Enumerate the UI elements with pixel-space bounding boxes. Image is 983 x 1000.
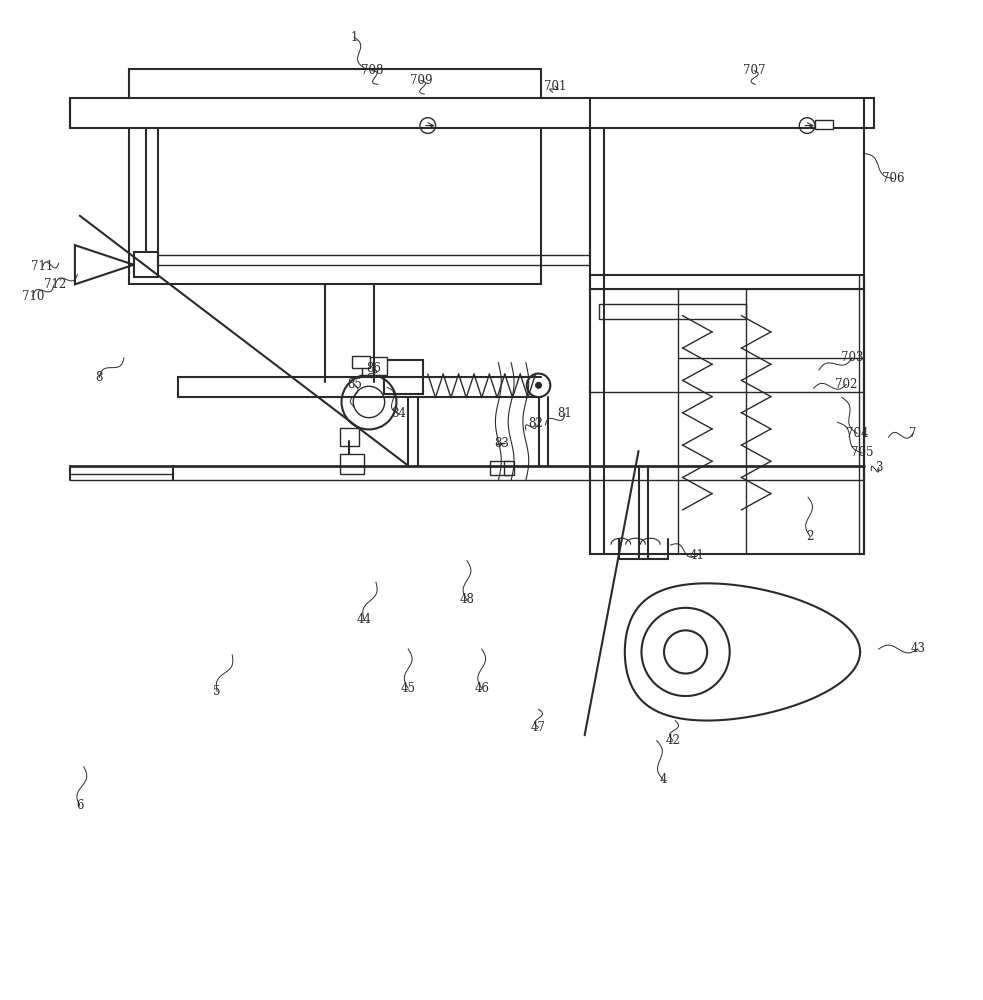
Text: 701: 701 <box>544 80 566 93</box>
Text: 706: 706 <box>882 172 904 185</box>
Text: 84: 84 <box>391 407 406 420</box>
Text: 2: 2 <box>806 530 814 543</box>
Text: 709: 709 <box>410 74 433 87</box>
Bar <box>590 289 864 554</box>
Text: 3: 3 <box>875 461 883 474</box>
Circle shape <box>536 382 542 388</box>
Text: 711: 711 <box>31 260 54 273</box>
Bar <box>70 98 874 128</box>
Bar <box>134 252 158 277</box>
Bar <box>815 120 833 129</box>
Text: 4: 4 <box>660 773 666 786</box>
Text: 712: 712 <box>44 278 67 291</box>
Text: 710: 710 <box>22 290 44 303</box>
Bar <box>352 356 370 368</box>
Text: 708: 708 <box>361 64 383 77</box>
Text: 707: 707 <box>743 64 766 77</box>
Text: 44: 44 <box>357 613 372 626</box>
Text: 48: 48 <box>460 593 475 606</box>
Text: 46: 46 <box>474 682 490 695</box>
Text: 8: 8 <box>95 371 103 384</box>
Text: 85: 85 <box>347 378 362 391</box>
Text: 7: 7 <box>909 427 917 440</box>
Text: 47: 47 <box>531 721 546 734</box>
Text: 41: 41 <box>690 549 705 562</box>
Text: 1: 1 <box>351 31 358 44</box>
Text: 45: 45 <box>401 682 416 695</box>
Text: 83: 83 <box>493 437 509 450</box>
Bar <box>590 275 864 289</box>
Bar <box>504 461 514 475</box>
Text: 82: 82 <box>528 417 543 430</box>
Text: 42: 42 <box>665 734 680 747</box>
Bar <box>129 69 541 284</box>
Text: 43: 43 <box>910 642 925 655</box>
Text: 81: 81 <box>557 407 572 420</box>
Text: 705: 705 <box>850 446 873 459</box>
Bar <box>339 454 364 474</box>
Bar <box>490 461 509 475</box>
Text: 703: 703 <box>841 351 863 364</box>
Text: 6: 6 <box>76 799 84 812</box>
Text: 704: 704 <box>846 427 868 440</box>
Text: 702: 702 <box>836 378 857 391</box>
Text: 86: 86 <box>367 362 381 375</box>
Bar <box>600 304 746 319</box>
Bar <box>383 360 423 394</box>
Text: 5: 5 <box>213 685 221 698</box>
Bar <box>362 357 386 375</box>
Bar <box>339 428 359 446</box>
